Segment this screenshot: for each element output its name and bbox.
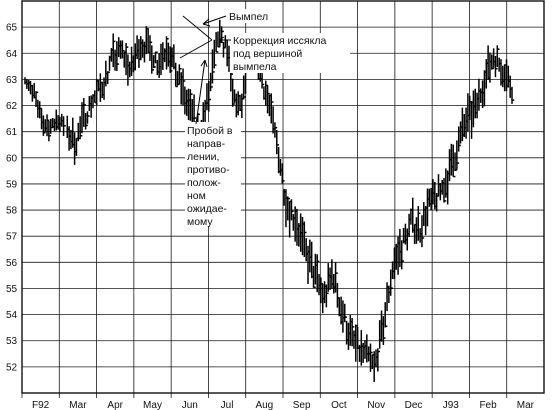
breakout-label-line-7: ожидае- — [187, 203, 227, 215]
breakout-label-line-1: Пробой в — [187, 125, 233, 137]
correction-label-line-1: Коррекция иссякла — [233, 35, 326, 47]
pennant-label: Вымпел — [229, 11, 268, 23]
pennant-lower-line — [179, 39, 213, 59]
correction-arrow — [218, 36, 231, 44]
y-tick-label: 63 — [6, 75, 18, 86]
y-tick-label: 57 — [6, 232, 18, 243]
breakout-label-bg — [185, 122, 241, 226]
x-tick-label: Feb — [479, 400, 497, 410]
correction-label-line-3: вымпела — [233, 61, 277, 73]
annotations: Вымпел Коррекция иссякла под вершиной вы… — [185, 9, 350, 228]
x-tick-label: J93 — [443, 400, 460, 410]
x-tick-label: Jul — [221, 400, 234, 410]
y-tick-label: 55 — [6, 284, 18, 295]
y-tick-label: 59 — [6, 179, 18, 190]
breakout-label-line-6: ном — [187, 190, 206, 202]
x-tick-label: Sep — [293, 400, 311, 410]
correction-label-line-2: под вершиной — [233, 48, 302, 60]
x-tick-label: Jun — [182, 400, 198, 410]
x-tick-label: Mar — [69, 400, 87, 410]
x-tick-label: Apr — [107, 400, 123, 410]
y-tick-label: 60 — [6, 153, 18, 164]
x-tick-label: Mar — [517, 400, 535, 410]
pennant-arrow — [202, 15, 227, 27]
x-tick-label: Oct — [331, 400, 347, 410]
gridlines — [22, 1, 544, 393]
y-tick-label: 58 — [6, 206, 18, 217]
x-tick-label: Aug — [255, 400, 273, 410]
x-tick-label: F92 — [32, 400, 50, 410]
y-tick-label: 53 — [6, 336, 18, 347]
pennant-trendlines — [179, 15, 213, 59]
y-tick-label: 62 — [6, 101, 18, 112]
y-tick-label: 54 — [6, 310, 18, 321]
y-tick-label: 61 — [6, 127, 18, 138]
x-tick-label: Dec — [405, 400, 423, 410]
axes: 52 53 54 55 56 57 58 59 60 61 62 63 64 65 F92 Mar Apr May… — [6, 23, 535, 410]
breakout-label-line-2: направ- — [187, 138, 226, 150]
correction-label-bg — [230, 33, 350, 73]
breakout-label-line-8: мому — [187, 216, 213, 228]
breakout-arrow — [195, 59, 208, 125]
y-tick-label: 65 — [6, 23, 18, 34]
pennant-upper-line — [182, 15, 213, 41]
breakout-label-line-3: лении, — [187, 151, 219, 163]
breakout-label-line-5: полож- — [187, 177, 221, 189]
y-tick-label: 64 — [6, 49, 18, 60]
x-tick-label: Nov — [367, 400, 385, 410]
plot-frame — [21, 0, 545, 394]
y-tick-label: 56 — [6, 258, 18, 269]
y-tick-label: 52 — [6, 362, 18, 373]
pennant-label-bg — [227, 9, 272, 23]
x-tick-label: May — [143, 400, 162, 410]
breakout-label-line-4: противо- — [187, 164, 230, 176]
